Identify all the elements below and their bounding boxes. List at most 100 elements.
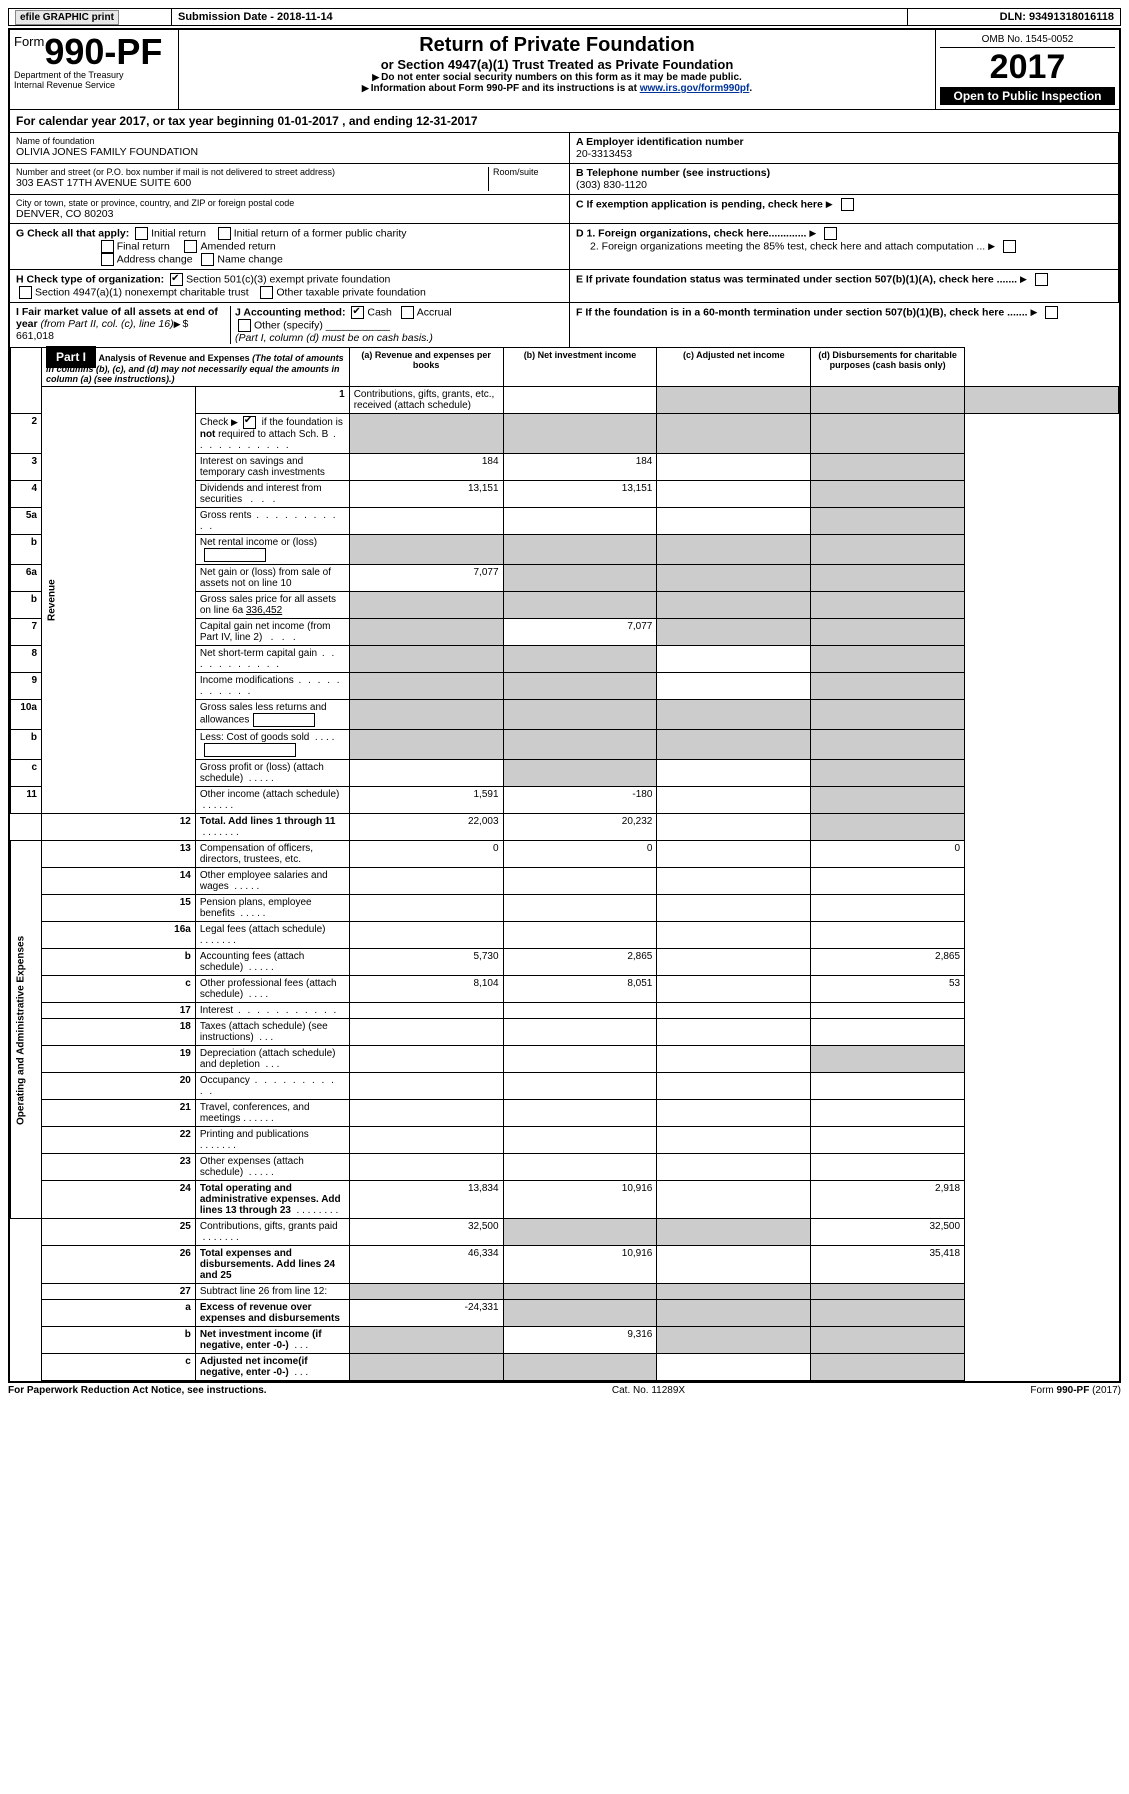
part1-table: Part I Analysis of Revenue and Expenses …	[10, 347, 1119, 1381]
row-num: b	[11, 592, 42, 619]
row-desc: Contributions, gifts, grants paid . . . …	[195, 1219, 349, 1246]
cell-val: 184	[349, 454, 503, 481]
d1-checkbox[interactable]	[824, 227, 837, 240]
row-num: 8	[11, 646, 42, 673]
cell-val: 2,865	[503, 949, 657, 976]
h-other-chk[interactable]	[260, 286, 273, 299]
row-num: 3	[11, 454, 42, 481]
input-box[interactable]	[204, 743, 296, 757]
efile-print-btn[interactable]: efile GRAPHIC print	[9, 9, 172, 25]
d2-checkbox[interactable]	[1003, 240, 1016, 253]
row-num: 23	[42, 1154, 196, 1181]
row-num: b	[11, 535, 42, 565]
row-desc: Gross sales price for all assets on line…	[195, 592, 349, 619]
form-word: Form	[14, 34, 44, 49]
d2-label: 2. Foreign organizations meeting the 85%…	[590, 240, 985, 252]
h-label: H Check type of organization:	[16, 273, 164, 285]
cell-val: 13,151	[349, 481, 503, 508]
room-label: Room/suite	[493, 167, 563, 177]
row-desc: Adjusted net income(if negative, enter -…	[195, 1354, 349, 1381]
g-amended-chk[interactable]	[184, 240, 197, 253]
row-desc: Pension plans, employee benefits . . . .…	[195, 895, 349, 922]
row-num: 10a	[11, 700, 42, 730]
h-501c3-chk[interactable]	[170, 273, 183, 286]
arrow-icon	[988, 240, 997, 252]
g-addr-chk[interactable]	[101, 253, 114, 266]
footer-right: Form 990-PF (2017)	[1030, 1385, 1121, 1396]
gross-sales-val: 336,452	[246, 605, 282, 616]
j-other: Other (specify)	[254, 319, 323, 331]
input-box[interactable]	[253, 713, 315, 727]
row-desc: Total expenses and disbursements. Add li…	[195, 1246, 349, 1284]
arrow-icon	[362, 83, 371, 94]
g-name-change: Name change	[217, 253, 282, 265]
dept-irs: Internal Revenue Service	[14, 80, 174, 90]
h-4947: Section 4947(a)(1) nonexempt charitable …	[35, 286, 249, 298]
h-4947-chk[interactable]	[19, 286, 32, 299]
cell-val: 2,865	[811, 949, 965, 976]
g-name-chk[interactable]	[201, 253, 214, 266]
j-cash-chk[interactable]	[351, 306, 364, 319]
c-checkbox[interactable]	[841, 198, 854, 211]
footer-left: For Paperwork Reduction Act Notice, see …	[8, 1385, 267, 1396]
row-desc: Gross sales less returns and allowances	[195, 700, 349, 730]
row-desc: Interest	[195, 1003, 349, 1019]
cell-val: -24,331	[349, 1300, 503, 1327]
row-desc: Check if the foundation is not required …	[195, 414, 349, 454]
row-num: 22	[42, 1127, 196, 1154]
tel-label: B Telephone number (see instructions)	[576, 167, 1112, 179]
row-num: 24	[42, 1181, 196, 1219]
row-num: 27	[42, 1284, 196, 1300]
cell-val: 0	[503, 841, 657, 868]
g-initial-former-chk[interactable]	[218, 227, 231, 240]
cell-val: 32,500	[349, 1219, 503, 1246]
city-label: City or town, state or province, country…	[16, 198, 563, 208]
g-final-chk[interactable]	[101, 240, 114, 253]
col-c-header: (c) Adjusted net income	[657, 348, 811, 387]
cell-val: 35,418	[811, 1246, 965, 1284]
arrow-icon	[231, 417, 240, 428]
cell-val: 0	[811, 841, 965, 868]
page-footer: For Paperwork Reduction Act Notice, see …	[8, 1385, 1121, 1396]
i-sub: (from Part II, col. (c), line 16)	[41, 318, 174, 330]
form-number: 990-PF	[44, 31, 162, 72]
street-address: 303 EAST 17TH AVENUE SUITE 600	[16, 177, 488, 189]
j-cash: Cash	[367, 306, 392, 318]
row-desc: Other professional fees (attach schedule…	[195, 976, 349, 1003]
row-desc: Net rental income or (loss)	[195, 535, 349, 565]
row-desc: Other income (attach schedule) . . . . .…	[195, 787, 349, 814]
e-checkbox[interactable]	[1035, 273, 1048, 286]
irs-link[interactable]: www.irs.gov/form990pf	[640, 83, 750, 94]
cell-val: 10,916	[503, 1246, 657, 1284]
g-initial: Initial return	[151, 227, 206, 239]
cell-val: 13,151	[503, 481, 657, 508]
form-box: Form990-PF Department of the Treasury In…	[8, 28, 1121, 1383]
row-desc: Less: Cost of goods sold . . . .	[195, 730, 349, 760]
row-num: 2	[11, 414, 42, 454]
j-other-chk[interactable]	[238, 319, 251, 332]
f-checkbox[interactable]	[1045, 306, 1058, 319]
col-d-header: (d) Disbursements for charitable purpose…	[811, 348, 965, 387]
cell-val: 8,104	[349, 976, 503, 1003]
name-label: Name of foundation	[16, 136, 563, 146]
row-num: a	[42, 1300, 196, 1327]
row-num: 16a	[42, 922, 196, 949]
row-num: 17	[42, 1003, 196, 1019]
input-box[interactable]	[204, 548, 266, 562]
row-num: 11	[11, 787, 42, 814]
col-a-header: (a) Revenue and expenses per books	[349, 348, 503, 387]
g-final: Final return	[117, 240, 170, 252]
row-desc: Other expenses (attach schedule) . . . .…	[195, 1154, 349, 1181]
arrow-icon	[1020, 273, 1029, 285]
row-num: 15	[42, 895, 196, 922]
cell-val: 9,316	[503, 1327, 657, 1354]
g-initial-chk[interactable]	[135, 227, 148, 240]
h-501c3: Section 501(c)(3) exempt private foundat…	[186, 273, 390, 285]
row-num: 26	[42, 1246, 196, 1284]
j-accrual-chk[interactable]	[401, 306, 414, 319]
schb-checkbox[interactable]	[243, 416, 256, 429]
j-label: J Accounting method:	[235, 306, 345, 318]
row-num: c	[11, 760, 42, 787]
j-accrual: Accrual	[417, 306, 452, 318]
foundation-name: OLIVIA JONES FAMILY FOUNDATION	[16, 146, 563, 158]
